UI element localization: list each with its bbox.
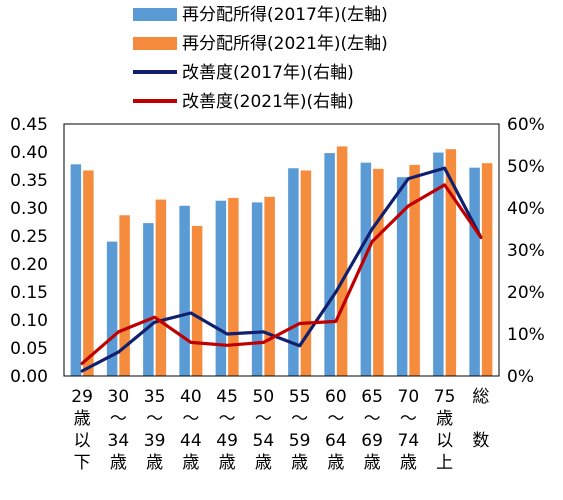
bar-2017 — [106, 241, 118, 376]
bar-2017 — [215, 200, 227, 376]
x-axis-label: 55 ～ 59 歳 — [289, 387, 311, 473]
legend: 再分配所得(2017年)(左軸) 再分配所得(2021年)(左軸) 改善度(2017… — [133, 5, 388, 112]
left-axis-tick-label: 0.25 — [10, 227, 48, 247]
bar-2021 — [336, 146, 348, 376]
bar-2017 — [324, 153, 335, 376]
left-axis-tick-label: 0.30 — [10, 199, 48, 219]
x-axis-label: 29 歳以下 — [71, 387, 93, 473]
x-axis-label: 45 ～ 49 歳 — [216, 387, 238, 473]
right-axis-tick-label: 30% — [507, 241, 545, 261]
bar-2017 — [143, 223, 154, 376]
left-axis-tick-label: 0.05 — [10, 339, 48, 359]
right-axis-tick-label: 50% — [507, 157, 545, 177]
left-axis-tick-label: 0.40 — [10, 143, 48, 163]
x-axis-label: 75 歳以上 — [434, 387, 456, 473]
bar-2021 — [191, 225, 203, 376]
right-axis-tick-label: 10% — [507, 325, 545, 345]
x-axis-label: 60 ～ 64 歳 — [325, 387, 347, 473]
left-axis-tick-label: 0.10 — [10, 311, 48, 331]
legend-label: 再分配所得(2021年)(左軸) — [182, 34, 388, 54]
x-axis-label: 総数 — [472, 387, 489, 451]
x-axis-label: 35 ～ 39 歳 — [144, 387, 166, 473]
left-axis-tick-label: 0.00 — [10, 367, 48, 387]
line-improvement-2017 — [80, 166, 483, 373]
left-axis-ticks: 0.00 0.05 0.10 0.15 0.20 0.25 0.30 0.35 0.40 0.45 — [10, 115, 48, 387]
right-axis-tick-label: 40% — [507, 199, 545, 219]
left-axis-tick-label: 0.45 — [10, 115, 48, 135]
bar-2021 — [481, 163, 493, 376]
bar-2021 — [409, 164, 420, 376]
bar-2021 — [300, 170, 312, 376]
bar-2017 — [288, 168, 299, 376]
left-axis-tick-label: 0.35 — [10, 171, 48, 191]
bar-2017 — [179, 205, 190, 376]
legend-swatch — [133, 37, 177, 50]
left-axis-tick-label: 0.15 — [10, 283, 48, 303]
plot-frame — [63, 123, 500, 377]
bar-2017 — [433, 152, 444, 376]
x-axis-label: 65 ～ 69 歳 — [361, 387, 383, 473]
bar-2017 — [360, 162, 372, 376]
bar-2017 — [469, 167, 480, 376]
x-axis-label: 70 ～ 74 歳 — [398, 387, 420, 473]
bar-2021 — [119, 215, 130, 376]
x-axis-labels: 29 歳以下 30 ～ 34 歳 35 ～ 39 歳 40 ～ 44 歳 45 ～ 49 歳 50 ～ 54 歳 55 ～ 59… — [71, 387, 489, 473]
bar-2021 — [264, 196, 275, 376]
bar-2021 — [83, 170, 94, 376]
bars — [70, 146, 493, 376]
x-axis-label: 30 ～ 34 歳 — [108, 387, 130, 473]
legend-swatch — [133, 8, 177, 21]
right-axis-tick-label: 0% — [507, 367, 534, 387]
x-axis-label: 50 ～ 54 歳 — [253, 387, 275, 473]
bar-2021 — [373, 168, 384, 376]
right-axis-tick-label: 20% — [507, 283, 545, 303]
bar-2021 — [445, 149, 457, 376]
right-axis-tick-label: 60% — [507, 115, 545, 135]
bar-2021 — [228, 197, 239, 376]
right-axis-ticks: 0% 10% 20% 30% 40% 50% 60% — [507, 115, 545, 387]
bar-2017 — [251, 202, 263, 376]
x-axis-label: 40 ～ 44 歳 — [180, 387, 202, 473]
legend-label: 改善度(2021年)(右軸) — [182, 92, 354, 112]
line-improvement-2021 — [80, 183, 483, 365]
lines — [80, 166, 483, 373]
bar-2017 — [396, 177, 408, 376]
bar-2017 — [70, 164, 82, 376]
legend-label: 再分配所得(2017年)(左軸) — [182, 5, 388, 25]
left-axis-tick-label: 0.20 — [10, 255, 48, 275]
legend-label: 改善度(2017年)(右軸) — [182, 63, 354, 83]
bar-2021 — [155, 199, 167, 376]
